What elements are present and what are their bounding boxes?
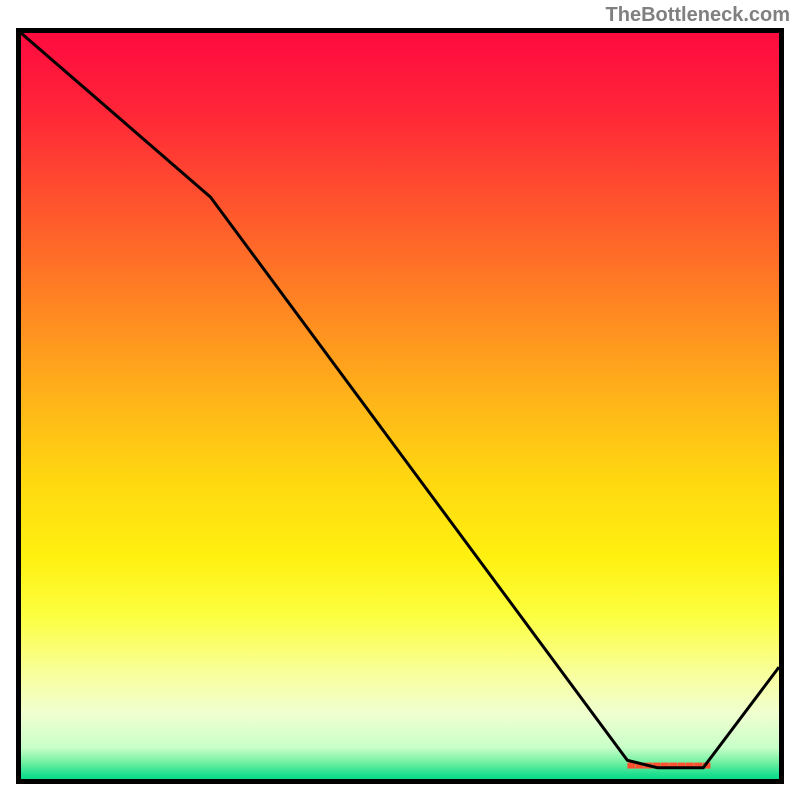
plot-background [19,31,782,782]
bottleneck-chart [0,0,800,800]
watermark-text: TheBottleneck.com [606,4,790,27]
